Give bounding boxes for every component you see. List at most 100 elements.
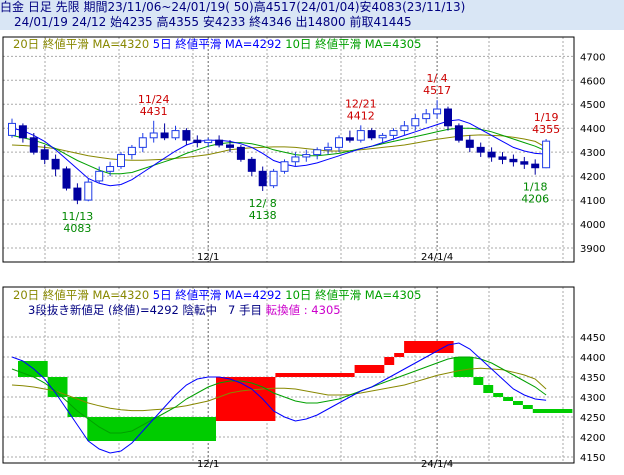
legend-ma5: 5日 終値平滑 MA=4292	[152, 288, 282, 302]
low-value-label: 4083	[63, 222, 91, 235]
kagi-box	[404, 341, 454, 353]
high-date-label: 1/19	[534, 111, 559, 124]
y-tick-label: 4100	[580, 196, 605, 207]
candle-body	[269, 170, 278, 187]
candle-body	[280, 161, 289, 172]
y-tick-label: 4000	[580, 220, 605, 231]
candle-body	[247, 158, 256, 172]
high-date-label: 12/21	[345, 97, 377, 110]
candle-body	[444, 108, 452, 127]
candle-body	[433, 108, 442, 115]
kagi-box	[473, 377, 484, 385]
kagi-box	[394, 353, 405, 357]
candle-body	[226, 144, 234, 148]
candle-body	[422, 113, 431, 120]
candle-body	[258, 170, 267, 187]
y-tick-label: 4700	[580, 52, 605, 63]
ma5-line	[11, 119, 547, 187]
y-tick-label: 3900	[580, 244, 605, 255]
candle-body	[302, 154, 311, 158]
candle-body	[520, 161, 529, 165]
x-tick-label: 12/1	[197, 252, 219, 263]
candle-body	[324, 146, 333, 151]
y-tick-label: 4600	[580, 76, 605, 87]
header-title: 白金 日足 先限 期間23/11/06~24/01/19( 50)高4517(2…	[0, 0, 624, 15]
candle-body	[95, 170, 104, 182]
top-legend: 20日 終値平滑 MA=4320 5日 終値平滑 MA=4292 10日 終値平…	[13, 37, 421, 51]
candle-body	[411, 118, 420, 127]
candle-body	[84, 181, 93, 201]
bottom-legend: 20日 終値平滑 MA=4320 5日 終値平滑 MA=4292 10日 終値平…	[13, 288, 421, 302]
candle-body	[498, 156, 507, 160]
candle-body	[73, 187, 82, 201]
kagi-box	[493, 393, 504, 397]
kagi-box	[513, 401, 523, 405]
high-value-label: 4431	[140, 105, 168, 118]
kagi-turn: 転換値 : 4305	[265, 303, 341, 317]
candle-body	[542, 140, 551, 169]
kagi-box	[47, 377, 68, 397]
legend-ma5: 5日 終値平滑 MA=4292	[152, 37, 282, 51]
plot-frame	[2, 286, 575, 464]
y-tick-label: 4200	[580, 172, 605, 183]
candle-body	[8, 122, 16, 136]
legend-ma20: 20日 終値平滑 MA=4320	[13, 288, 150, 302]
candle-body	[454, 125, 463, 141]
y-tick-label: 4400	[580, 353, 605, 364]
ma10-line	[11, 127, 547, 175]
candle-body	[160, 132, 169, 139]
y-tick-label: 4350	[580, 373, 605, 384]
kagi-value: 3段抜き新値足 (終値)=4292	[28, 303, 179, 317]
candle-body	[171, 130, 180, 139]
plot-frame	[2, 36, 575, 263]
kagi-state: 陰転中	[182, 303, 218, 317]
candle-body	[509, 158, 518, 163]
legend-ma20: 20日 終値平滑 MA=4320	[13, 37, 150, 51]
low-value-label: 4138	[249, 209, 277, 222]
candle-body	[531, 163, 540, 169]
top-candles	[8, 100, 551, 205]
candle-body	[476, 146, 485, 153]
candle-body	[149, 132, 158, 139]
kagi-box	[275, 373, 355, 377]
y-tick-label: 4300	[580, 393, 605, 404]
candle-body	[313, 149, 322, 156]
high-value-label: 4517	[423, 84, 451, 97]
candle-body	[215, 139, 224, 146]
candle-body	[400, 125, 409, 132]
bottom-moving-averages	[11, 342, 547, 454]
low-value-label: 4206	[521, 193, 549, 206]
kagi-box	[384, 357, 395, 365]
x-tick-label: 12/1	[197, 459, 219, 470]
candle-body	[18, 125, 27, 139]
legend-ma10: 10日 終値平滑 MA=4305	[285, 288, 422, 302]
candle-body	[356, 130, 365, 141]
bottom-frame	[2, 286, 575, 464]
candle-body	[182, 130, 191, 141]
ma5-line	[11, 342, 547, 454]
candle-body	[117, 154, 125, 168]
top-frame	[2, 36, 575, 263]
y-tick-label: 4250	[580, 413, 605, 424]
header-quote: 24/01/19 24/12 始4235 高4355 安4233 終4346 出…	[0, 15, 624, 30]
kagi-step: 7 手目	[227, 303, 262, 317]
candle-body	[40, 149, 49, 160]
x-tick-label: 24/1/4	[421, 459, 453, 470]
ma10-line	[11, 356, 547, 434]
candle-body	[465, 139, 474, 148]
high-date-label: 11/24	[138, 93, 170, 106]
candle-body	[193, 139, 202, 144]
candle-body	[345, 137, 354, 141]
legend-ma10: 10日 終値平滑 MA=4305	[285, 37, 422, 51]
low-date-label: 11/13	[62, 210, 94, 223]
high-date-label: 1/ 4	[426, 72, 447, 85]
y-tick-label: 4450	[580, 333, 605, 344]
y-tick-label: 4500	[580, 100, 605, 111]
kagi-box	[67, 397, 88, 417]
kagi-box	[216, 377, 276, 421]
top-ticks: 3900 4000 4100 4200 4300 4400 4500 4600 4700 12/1…	[197, 52, 605, 263]
candle-body	[389, 130, 398, 136]
high-value-label: 4412	[347, 109, 375, 122]
